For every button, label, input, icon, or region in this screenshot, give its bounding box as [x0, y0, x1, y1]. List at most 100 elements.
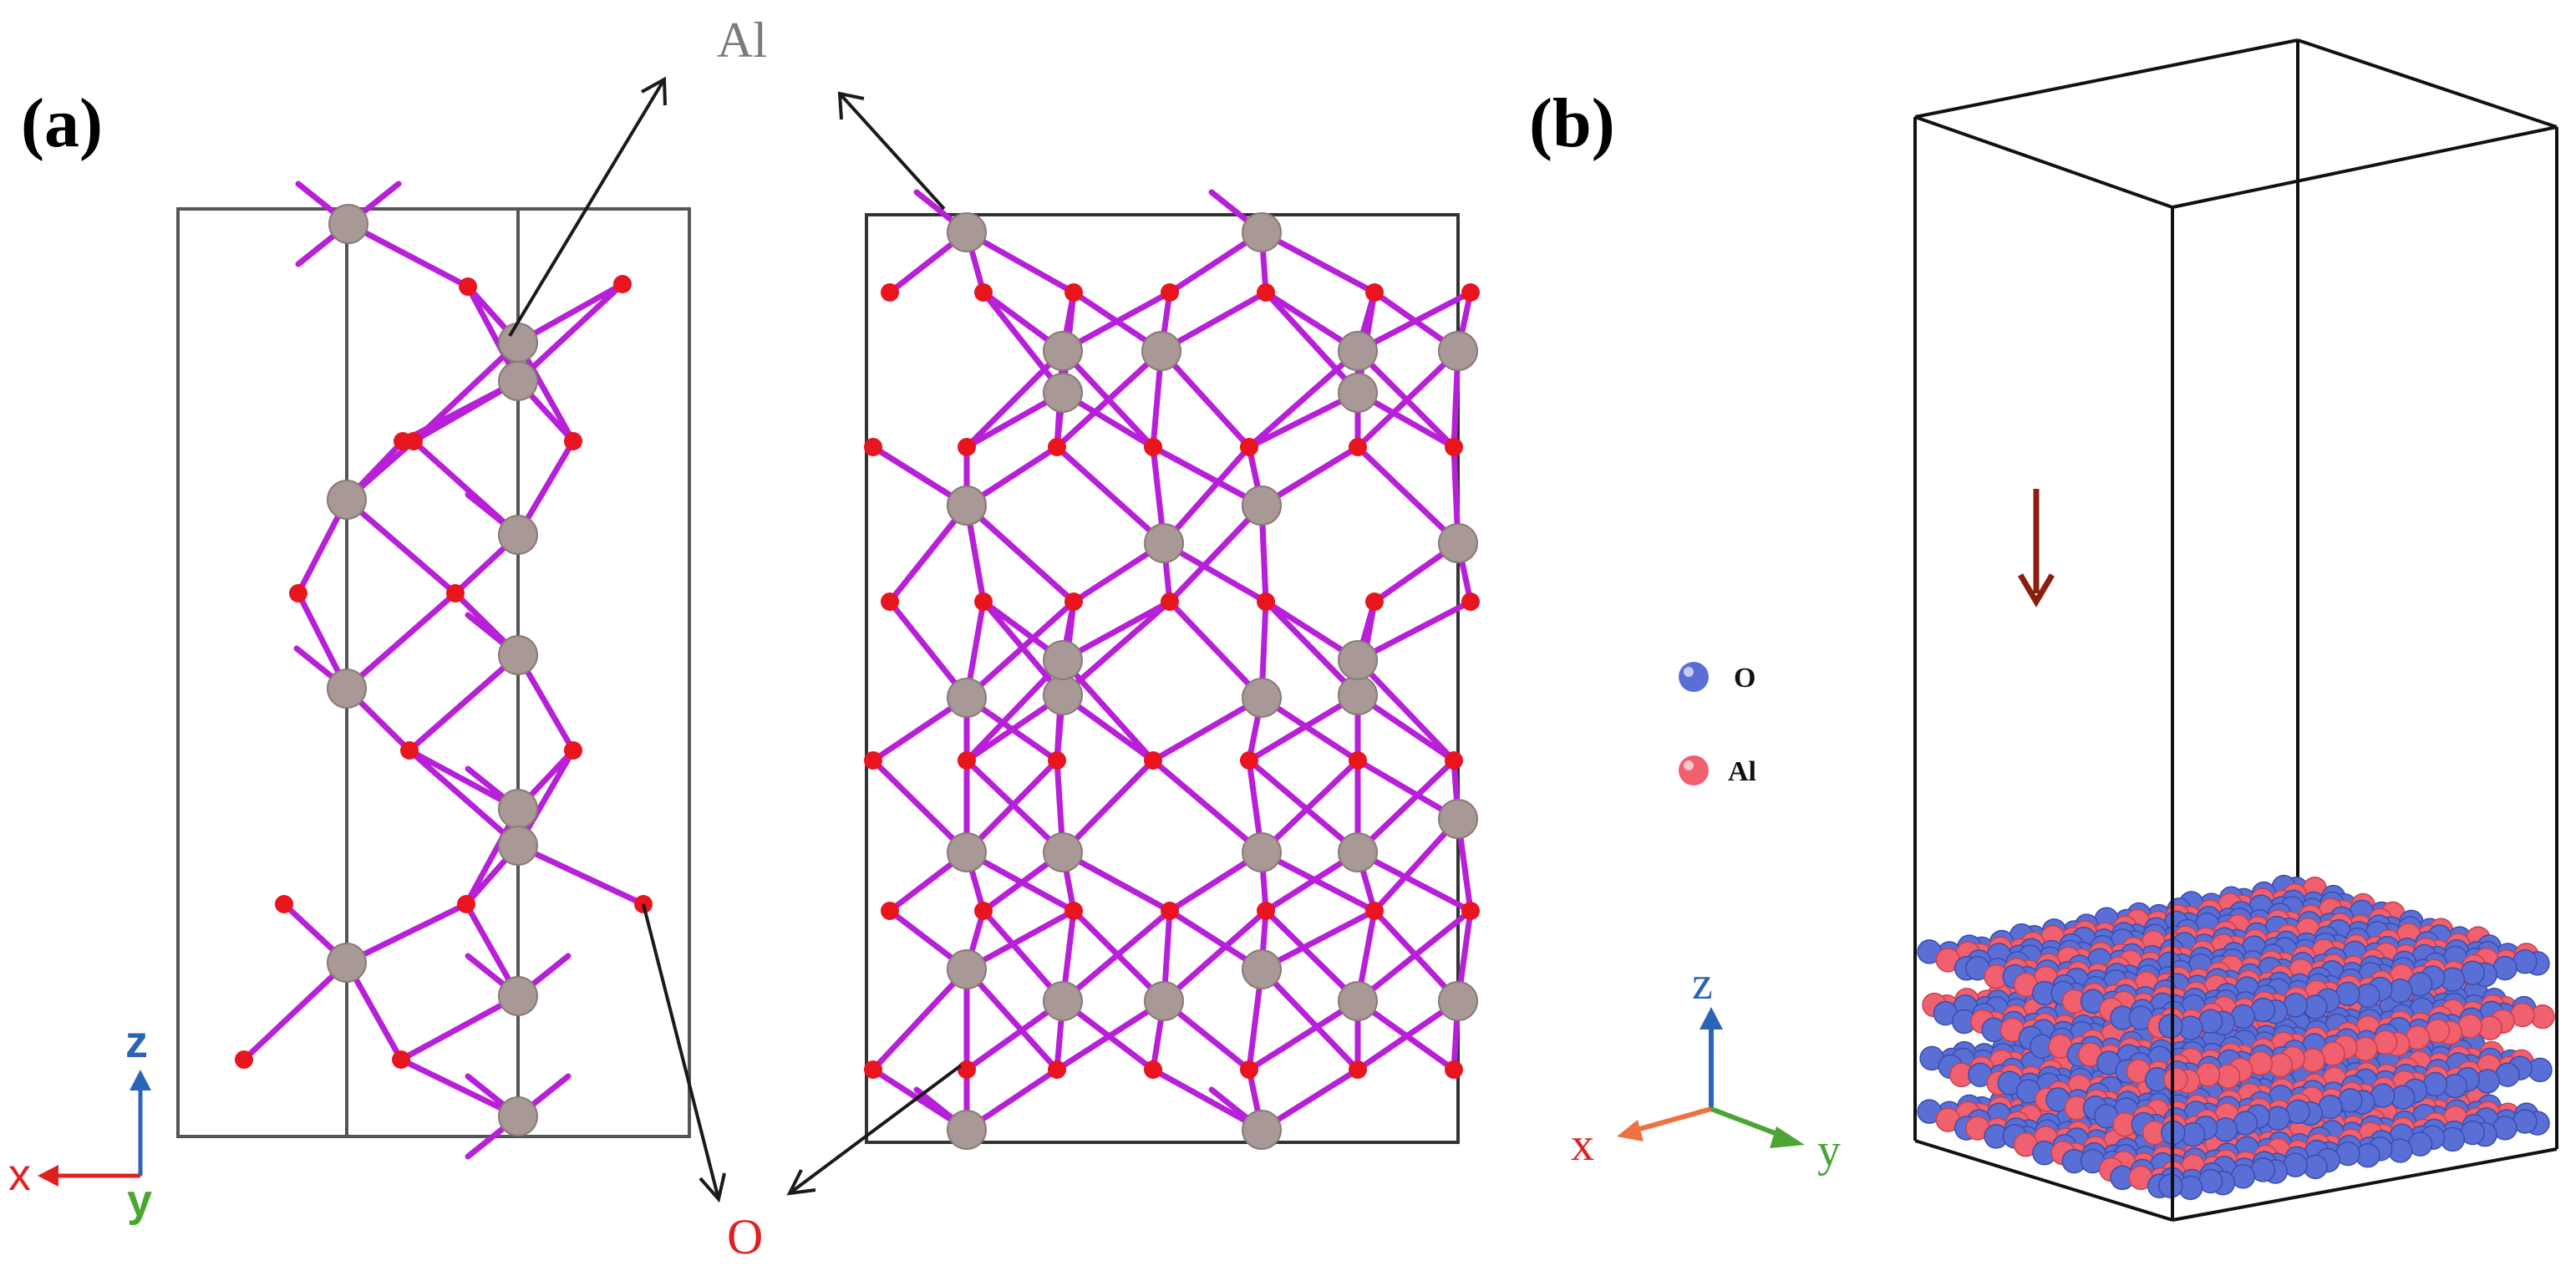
bond	[1354, 657, 1457, 764]
bond	[870, 757, 970, 856]
al-atom	[1242, 212, 1282, 252]
o-atom	[1349, 751, 1367, 770]
o-atom	[1365, 283, 1384, 302]
al-atom	[498, 323, 538, 363]
bond	[406, 652, 521, 754]
bond	[1258, 966, 1361, 1073]
bond	[1354, 998, 1461, 1073]
o-atom	[1445, 438, 1463, 456]
al-atom	[327, 480, 367, 520]
bond	[1354, 348, 1461, 450]
al-atom	[1242, 486, 1282, 526]
callout-o-label: O	[727, 1209, 763, 1264]
bond	[398, 1056, 521, 1120]
bond	[1161, 908, 1269, 1004]
bond	[1059, 657, 1156, 764]
o-atom	[1240, 438, 1258, 456]
legend-o-marker	[1679, 662, 1709, 692]
axis-b-y-label: y	[1817, 1125, 1841, 1177]
al-atom	[327, 943, 367, 983]
o-atom	[400, 741, 419, 760]
bond	[1059, 849, 1173, 914]
o-atom	[1349, 438, 1367, 456]
al-atom	[498, 635, 538, 675]
structure-left-bonds	[241, 180, 647, 1160]
bond	[1354, 444, 1461, 547]
panel-b: (b) O Al	[1529, 38, 2558, 1222]
al-atom	[1043, 675, 1083, 715]
o-atom	[881, 592, 899, 611]
bond	[1158, 348, 1252, 450]
o-atom	[404, 432, 423, 450]
bond	[1161, 444, 1252, 547]
al-atom	[947, 832, 987, 872]
bond	[1059, 757, 1156, 856]
bond	[1371, 816, 1461, 914]
al-atom	[947, 212, 987, 252]
al-atom	[1144, 981, 1184, 1021]
al-atom	[1338, 373, 1378, 413]
callout-al-label: Al	[717, 13, 767, 68]
legend-o-label: O	[1734, 663, 1755, 694]
o-atom	[1445, 751, 1463, 770]
bond	[1054, 444, 1167, 547]
al-atom	[1043, 640, 1083, 680]
o-atom	[881, 902, 899, 920]
axis-a-x-label: x	[8, 1150, 31, 1200]
panel-b-label: (b)	[1529, 84, 1615, 162]
al-atom	[328, 204, 368, 244]
o-atom	[459, 277, 477, 296]
al-atom	[1338, 981, 1378, 1021]
o-atom	[1048, 751, 1066, 770]
o-atom	[1161, 283, 1179, 302]
o-atom	[1445, 1060, 1463, 1079]
al-atom	[1043, 373, 1083, 413]
o-atom	[1144, 1060, 1162, 1079]
o-atom	[1144, 751, 1162, 770]
callout-arrows	[508, 76, 963, 1203]
panel-a-label: (a)	[21, 84, 103, 162]
bond	[1258, 908, 1378, 973]
axis-b-z-label: z	[1692, 958, 1713, 1009]
structure-right-atoms	[864, 212, 1480, 1150]
al-sphere	[2163, 1066, 2188, 1092]
o-atom	[235, 1050, 253, 1069]
bond	[1070, 908, 1167, 1004]
al-atom	[498, 826, 538, 866]
bond	[963, 757, 1066, 856]
bond	[1246, 998, 1361, 1073]
axis-a-y-label: y	[127, 1176, 152, 1226]
structure-left-atoms	[235, 204, 653, 1136]
o-atom	[1240, 751, 1258, 770]
o-atom	[613, 275, 632, 293]
al-atom	[498, 976, 538, 1016]
o-atom	[564, 741, 582, 760]
o-atom	[1240, 1060, 1258, 1079]
o-atom	[1461, 592, 1480, 611]
legend-al-label: Al	[1728, 756, 1756, 787]
bond	[1263, 908, 1361, 1004]
al-atom	[1043, 981, 1083, 1021]
al-atom	[1242, 1110, 1282, 1150]
al-atom	[498, 789, 538, 829]
o-atom	[1048, 1060, 1066, 1079]
o-atom	[1257, 902, 1275, 920]
al-atom	[327, 669, 367, 709]
bond	[1054, 348, 1165, 450]
o-atom	[974, 283, 993, 302]
bond	[1166, 598, 1265, 701]
bond	[1054, 998, 1167, 1073]
o-atom	[446, 584, 465, 602]
al-atom	[947, 678, 987, 718]
bond	[1059, 598, 1173, 664]
bond	[1258, 849, 1378, 914]
o-atom	[864, 751, 882, 770]
o-atom	[1064, 283, 1083, 302]
bond	[1150, 757, 1265, 856]
bond	[1258, 757, 1361, 856]
bond	[398, 993, 521, 1063]
axis-a-z-label: z	[125, 1017, 148, 1067]
bond	[345, 221, 471, 290]
bond	[343, 901, 470, 966]
